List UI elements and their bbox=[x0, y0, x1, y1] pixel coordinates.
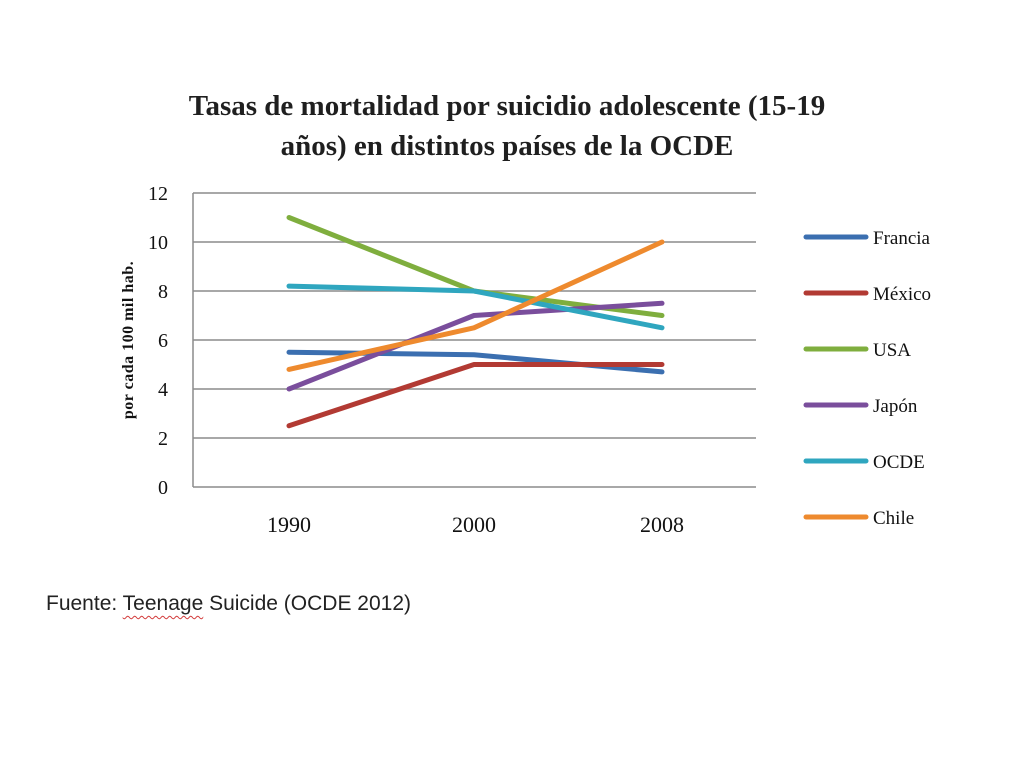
y-axis-label: por cada 100 mil hab. bbox=[120, 261, 137, 419]
chart-title-line-1: Tasas de mortalidad por suicidio adolesc… bbox=[189, 90, 825, 122]
source-word: Teenage bbox=[122, 592, 204, 615]
chart-title: Tasas de mortalidad por suicidio adolesc… bbox=[189, 90, 825, 162]
legend-label-usa: USA bbox=[873, 340, 911, 361]
gridlines bbox=[192, 192, 756, 488]
chart-title-line-2: años) en distintos países de la OCDE bbox=[281, 130, 734, 162]
legend-label-ocde: OCDE bbox=[873, 452, 925, 473]
y-tick-label: 10 bbox=[148, 232, 168, 254]
series-line-ocde bbox=[286, 283, 665, 331]
legend-label-mexico: México bbox=[873, 284, 931, 305]
series-line-chile bbox=[286, 239, 665, 372]
y-tick-label: 0 bbox=[158, 477, 168, 499]
y-tick-labels: 0 2 4 6 8 10 12 bbox=[148, 183, 168, 499]
legend-label-chile: Chile bbox=[873, 508, 914, 529]
source-suffix: Suicide (OCDE 2012) bbox=[203, 592, 412, 615]
series-line-japon bbox=[286, 300, 665, 392]
x-tick-label: 2000 bbox=[452, 512, 496, 537]
y-tick-label: 6 bbox=[158, 330, 168, 352]
series-line-mexico bbox=[286, 362, 665, 429]
legend-label-francia: Francia bbox=[873, 228, 931, 249]
series-lines bbox=[286, 215, 665, 429]
y-tick-label: 8 bbox=[158, 281, 168, 303]
y-tick-label: 2 bbox=[158, 428, 168, 450]
x-tick-labels: 1990 2000 2008 bbox=[267, 512, 684, 537]
y-tick-label: 12 bbox=[148, 183, 168, 205]
legend-label-japon: Japón bbox=[873, 396, 918, 417]
legend: Francia México USA Japón OCDE Chile bbox=[803, 228, 931, 529]
source-prefix: Fuente: bbox=[46, 592, 123, 615]
source-note: Fuente: Teenage Suicide (OCDE 2012) bbox=[46, 592, 411, 616]
y-tick-label: 4 bbox=[158, 379, 168, 401]
x-tick-label: 1990 bbox=[267, 512, 311, 537]
x-tick-label: 2008 bbox=[640, 512, 684, 537]
